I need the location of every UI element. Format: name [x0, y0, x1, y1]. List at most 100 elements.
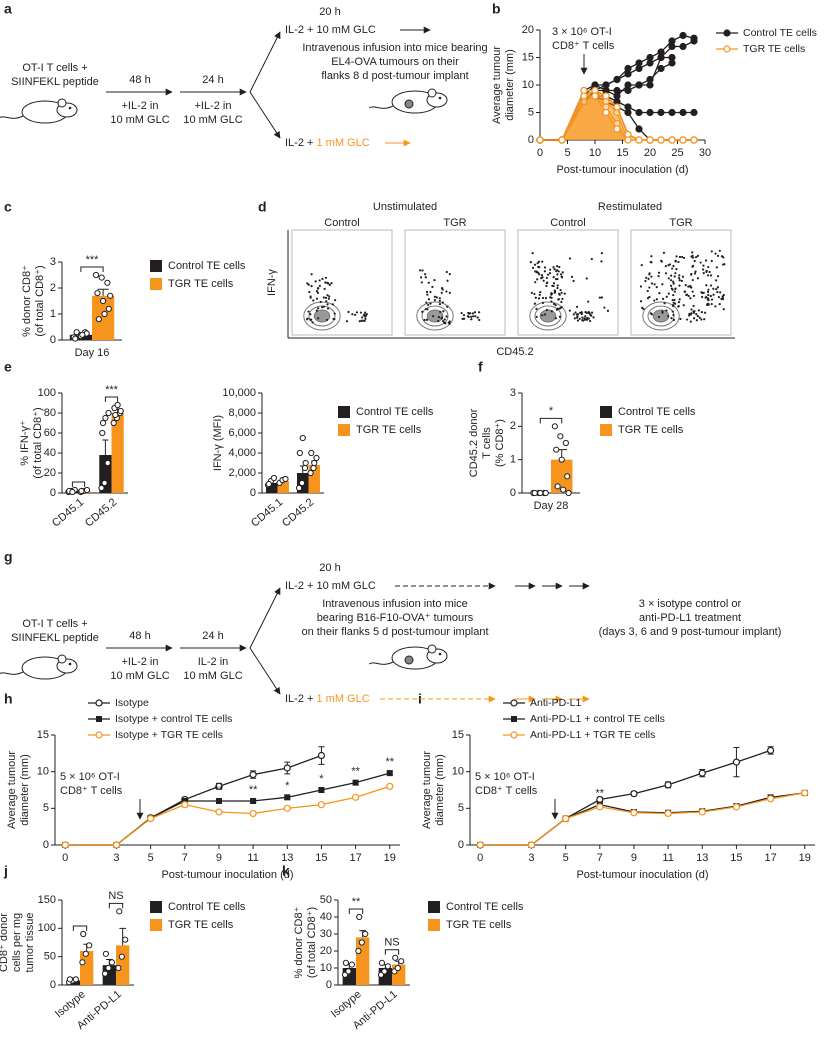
y-tick-label: 6,000 — [228, 427, 256, 439]
flow-event — [710, 298, 714, 301]
flow-event — [702, 264, 705, 267]
flow-event — [715, 288, 718, 291]
flow-event — [681, 275, 685, 278]
flow-event — [541, 314, 544, 317]
label: CD45.2 — [496, 346, 533, 358]
flow-event — [603, 306, 606, 309]
flow-plot — [291, 229, 393, 336]
y-tick-label: 80 — [44, 407, 56, 419]
flow-event — [685, 293, 689, 296]
flow-event — [704, 296, 707, 299]
legend-label: Anti-PD-L1 + TGR TE cells — [530, 729, 655, 741]
label: Intravenous infusion into mice — [322, 598, 468, 610]
mouse-ear — [57, 654, 67, 664]
data-point — [69, 488, 76, 496]
data-point — [104, 459, 111, 467]
flow-event — [431, 285, 434, 289]
flow-event — [606, 309, 610, 312]
flow-event — [441, 288, 444, 291]
label: Intravenous infusion into mice bearing — [302, 42, 487, 54]
y-tick-label: 10,000 — [222, 387, 256, 399]
marker — [283, 764, 291, 772]
flow-event — [705, 270, 708, 273]
flow-event — [710, 302, 713, 306]
flow-event — [326, 303, 329, 306]
label: IL-2 + 1 mM GLC — [285, 137, 370, 149]
y-tick-label: 15 — [522, 51, 534, 63]
flow-event — [443, 318, 446, 321]
flow-contour — [534, 305, 562, 327]
marker — [679, 31, 687, 40]
flow-event — [423, 318, 426, 322]
x-tick-label: 17 — [764, 852, 776, 864]
flow-event — [309, 318, 312, 321]
label: TGR — [443, 217, 466, 229]
flow-event — [424, 307, 428, 311]
flow-event — [672, 282, 675, 285]
y-axis-label: (% CD8⁺) — [494, 419, 506, 467]
significance-bracket — [348, 908, 364, 914]
flow-event — [359, 311, 363, 314]
flow-event — [600, 252, 604, 255]
flow-contour — [303, 301, 341, 331]
data-point — [553, 446, 560, 453]
significance: ** — [215, 784, 224, 796]
flow-event — [470, 315, 473, 318]
flow-plot — [404, 229, 506, 336]
y-axis-label: CD45.2 donor — [468, 408, 480, 477]
flow-event — [664, 265, 667, 268]
data-point — [565, 489, 572, 497]
data-point — [73, 329, 80, 336]
flow-event — [364, 317, 367, 320]
data-point — [381, 968, 388, 975]
significance-bracket — [108, 902, 124, 909]
y-tick-label: 0 — [458, 839, 464, 851]
flow-event — [421, 269, 424, 272]
flow-event — [314, 280, 317, 283]
mouse-tail — [0, 671, 24, 675]
flow-event — [675, 255, 678, 258]
flow-event — [692, 294, 696, 297]
y-tick-label: 40 — [44, 447, 56, 459]
bar — [102, 965, 116, 985]
panel-label: g — [4, 549, 13, 565]
y-axis-label: cells per mg — [11, 913, 23, 972]
flow-event — [708, 270, 711, 274]
data-point — [298, 479, 306, 487]
flow-event — [541, 276, 544, 279]
flow-event — [682, 304, 685, 307]
significance-bracket — [104, 396, 119, 402]
marker — [668, 108, 676, 117]
flow-event — [668, 263, 672, 266]
y-tick-label: 20 — [320, 945, 332, 957]
marker — [591, 92, 599, 100]
flow-event — [665, 295, 668, 298]
flow-event — [709, 294, 712, 298]
flow-event — [325, 300, 328, 303]
annotation: 3 × 10⁶ OT-I — [552, 26, 612, 38]
data-point — [118, 953, 125, 960]
flow-event — [472, 315, 475, 318]
label: 20 h — [319, 6, 340, 18]
label: anti-PD-L1 treatment — [639, 612, 741, 624]
y-tick-label: 2,000 — [228, 467, 256, 479]
data-point — [394, 964, 401, 972]
legend-marker — [510, 699, 518, 707]
y-axis-label: Average tumour — [421, 751, 433, 829]
significance: ** — [351, 766, 360, 778]
flow-event — [319, 300, 322, 304]
marker — [351, 793, 360, 801]
flow-event — [663, 302, 666, 305]
flow-event — [650, 255, 653, 258]
data-point — [79, 959, 86, 966]
y-axis-label: T cells — [481, 427, 493, 459]
legend-label: TGR TE cells — [356, 424, 422, 436]
label: +IL-2 in — [122, 656, 159, 668]
x-tick-label: 17 — [349, 852, 361, 864]
marker — [679, 108, 687, 117]
panel-label: b — [492, 1, 501, 17]
y-tick-label: 20 — [522, 24, 534, 36]
marker — [657, 108, 665, 117]
legend-swatch — [428, 901, 440, 913]
flow-event — [556, 284, 559, 287]
